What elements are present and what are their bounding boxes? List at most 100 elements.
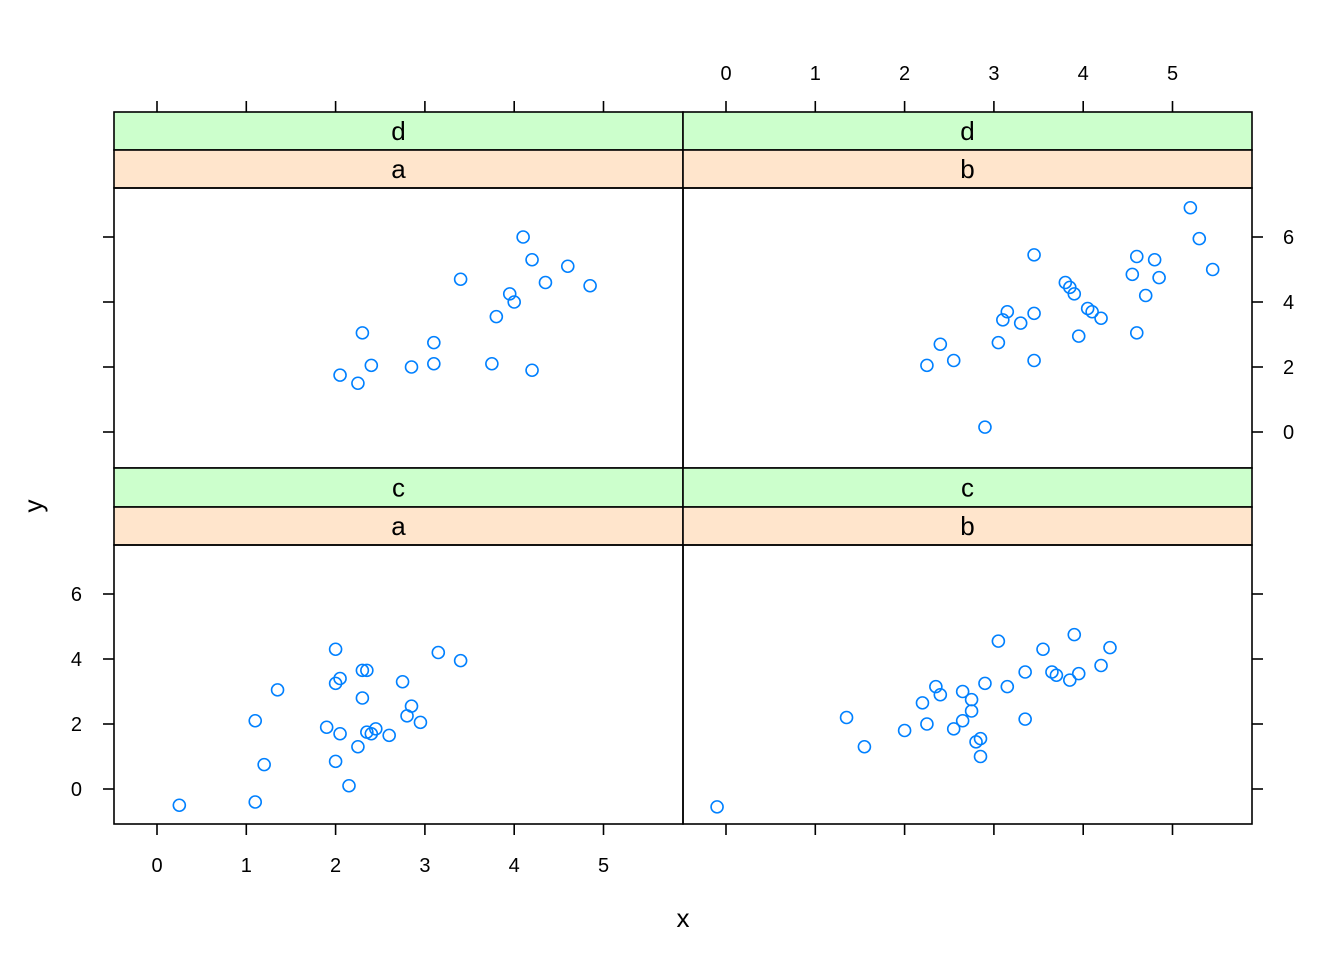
data-point: [507, 295, 522, 309]
x-tick-label: 4: [1078, 63, 1089, 85]
panel-strip-outer: [682, 467, 1253, 508]
y-tick-label: 4: [71, 649, 82, 671]
x-axis-bottom-left: 0 1 2 3 4 5: [151, 824, 609, 877]
strip-label: d: [960, 116, 974, 146]
data-point: [333, 671, 347, 686]
data-point: [413, 715, 428, 730]
data-point: [360, 663, 374, 678]
y-tick-label: 0: [71, 779, 82, 801]
panel-top-left: da: [113, 111, 684, 469]
data-point: [538, 275, 553, 290]
data-point: [973, 731, 988, 746]
data-point: [1018, 712, 1032, 726]
y-tick-label: 2: [1283, 357, 1294, 379]
data-point: [1152, 270, 1166, 285]
data-point: [382, 728, 396, 743]
data-point: [1071, 329, 1086, 343]
data-point: [355, 691, 370, 705]
panel-strip-outer: [113, 111, 684, 151]
data-point: [453, 653, 468, 668]
data-point: [929, 679, 943, 694]
data-point: [560, 259, 575, 274]
x-tick-label: 5: [598, 855, 609, 877]
data-point: [355, 663, 370, 678]
data-point: [342, 778, 356, 793]
data-point: [1183, 200, 1198, 215]
x-tick-label: 1: [810, 63, 821, 85]
data-point: [404, 360, 419, 374]
data-point: [978, 676, 992, 691]
y-tick-label: 0: [1283, 422, 1294, 444]
panel-strip-inner: [113, 149, 684, 189]
data-point: [489, 309, 504, 324]
data-point: [1013, 316, 1028, 330]
data-point: [710, 800, 724, 814]
data-point: [364, 358, 379, 373]
data-point: [1129, 326, 1144, 340]
data-point: [991, 335, 1006, 350]
data-point: [364, 726, 379, 741]
data-point: [328, 642, 343, 657]
data-point: [1027, 353, 1041, 368]
panel-frame: [113, 187, 684, 469]
data-point: [946, 353, 961, 368]
data-point: [933, 337, 948, 352]
data-point: [516, 230, 530, 244]
x-tick-label: 0: [720, 63, 731, 85]
panel-frame: [682, 544, 1253, 825]
y-tick-label: 6: [1283, 227, 1294, 249]
data-point: [333, 368, 347, 382]
panel-strip-inner: [682, 149, 1253, 189]
data-point: [1067, 627, 1082, 642]
data-point: [502, 287, 517, 301]
data-point: [920, 717, 934, 731]
strip-label: b: [960, 511, 974, 541]
data-point: [1103, 640, 1117, 655]
data-point: [1147, 252, 1162, 267]
panel-strip-outer: [682, 111, 1253, 151]
data-point: [1036, 642, 1050, 657]
data-point: [973, 749, 988, 764]
strip-label: a: [391, 511, 406, 541]
data-point: [355, 326, 370, 340]
data-point: [1058, 275, 1073, 290]
data-point: [1094, 658, 1108, 673]
x-axis-top-left: [156, 101, 605, 112]
data-point: [248, 795, 263, 809]
x-tick-label: 3: [419, 855, 430, 877]
data-point: [319, 720, 334, 735]
data-point: [404, 699, 419, 713]
x-tick-label: 2: [330, 855, 341, 877]
data-point: [1192, 231, 1207, 246]
strip-label: a: [391, 154, 406, 184]
data-point: [1085, 304, 1099, 319]
panel-strip-inner: [682, 506, 1253, 546]
data-point: [1067, 287, 1082, 301]
y-axis-left-top: [103, 236, 114, 433]
data-point: [333, 726, 347, 741]
x-tick-label: 0: [151, 855, 162, 877]
data-point: [427, 356, 441, 371]
strip-label: c: [961, 473, 974, 503]
data-point: [453, 272, 468, 287]
y-axis-right-top: 0 2 4 6: [1252, 227, 1294, 444]
data-point: [1063, 673, 1077, 687]
data-point: [257, 757, 271, 772]
data-point: [395, 674, 410, 689]
data-point: [525, 363, 539, 378]
panel-bottom-left: ca: [113, 467, 684, 825]
axes-layer: 0 1 2 3 4 5 0 1 2 3 4 5 0 2 4 6 0 2 4 6: [71, 63, 1294, 877]
data-point: [583, 278, 597, 293]
panel-frame: [682, 187, 1253, 469]
data-point: [485, 356, 499, 371]
data-point: [1000, 304, 1015, 319]
data-point: [933, 687, 948, 702]
x-tick-label: 5: [1167, 63, 1178, 85]
panel-top-right: db: [682, 111, 1253, 469]
y-axis-title: y: [18, 500, 48, 513]
y-tick-label: 6: [71, 584, 82, 606]
data-point: [525, 252, 539, 267]
data-point: [1094, 311, 1108, 326]
